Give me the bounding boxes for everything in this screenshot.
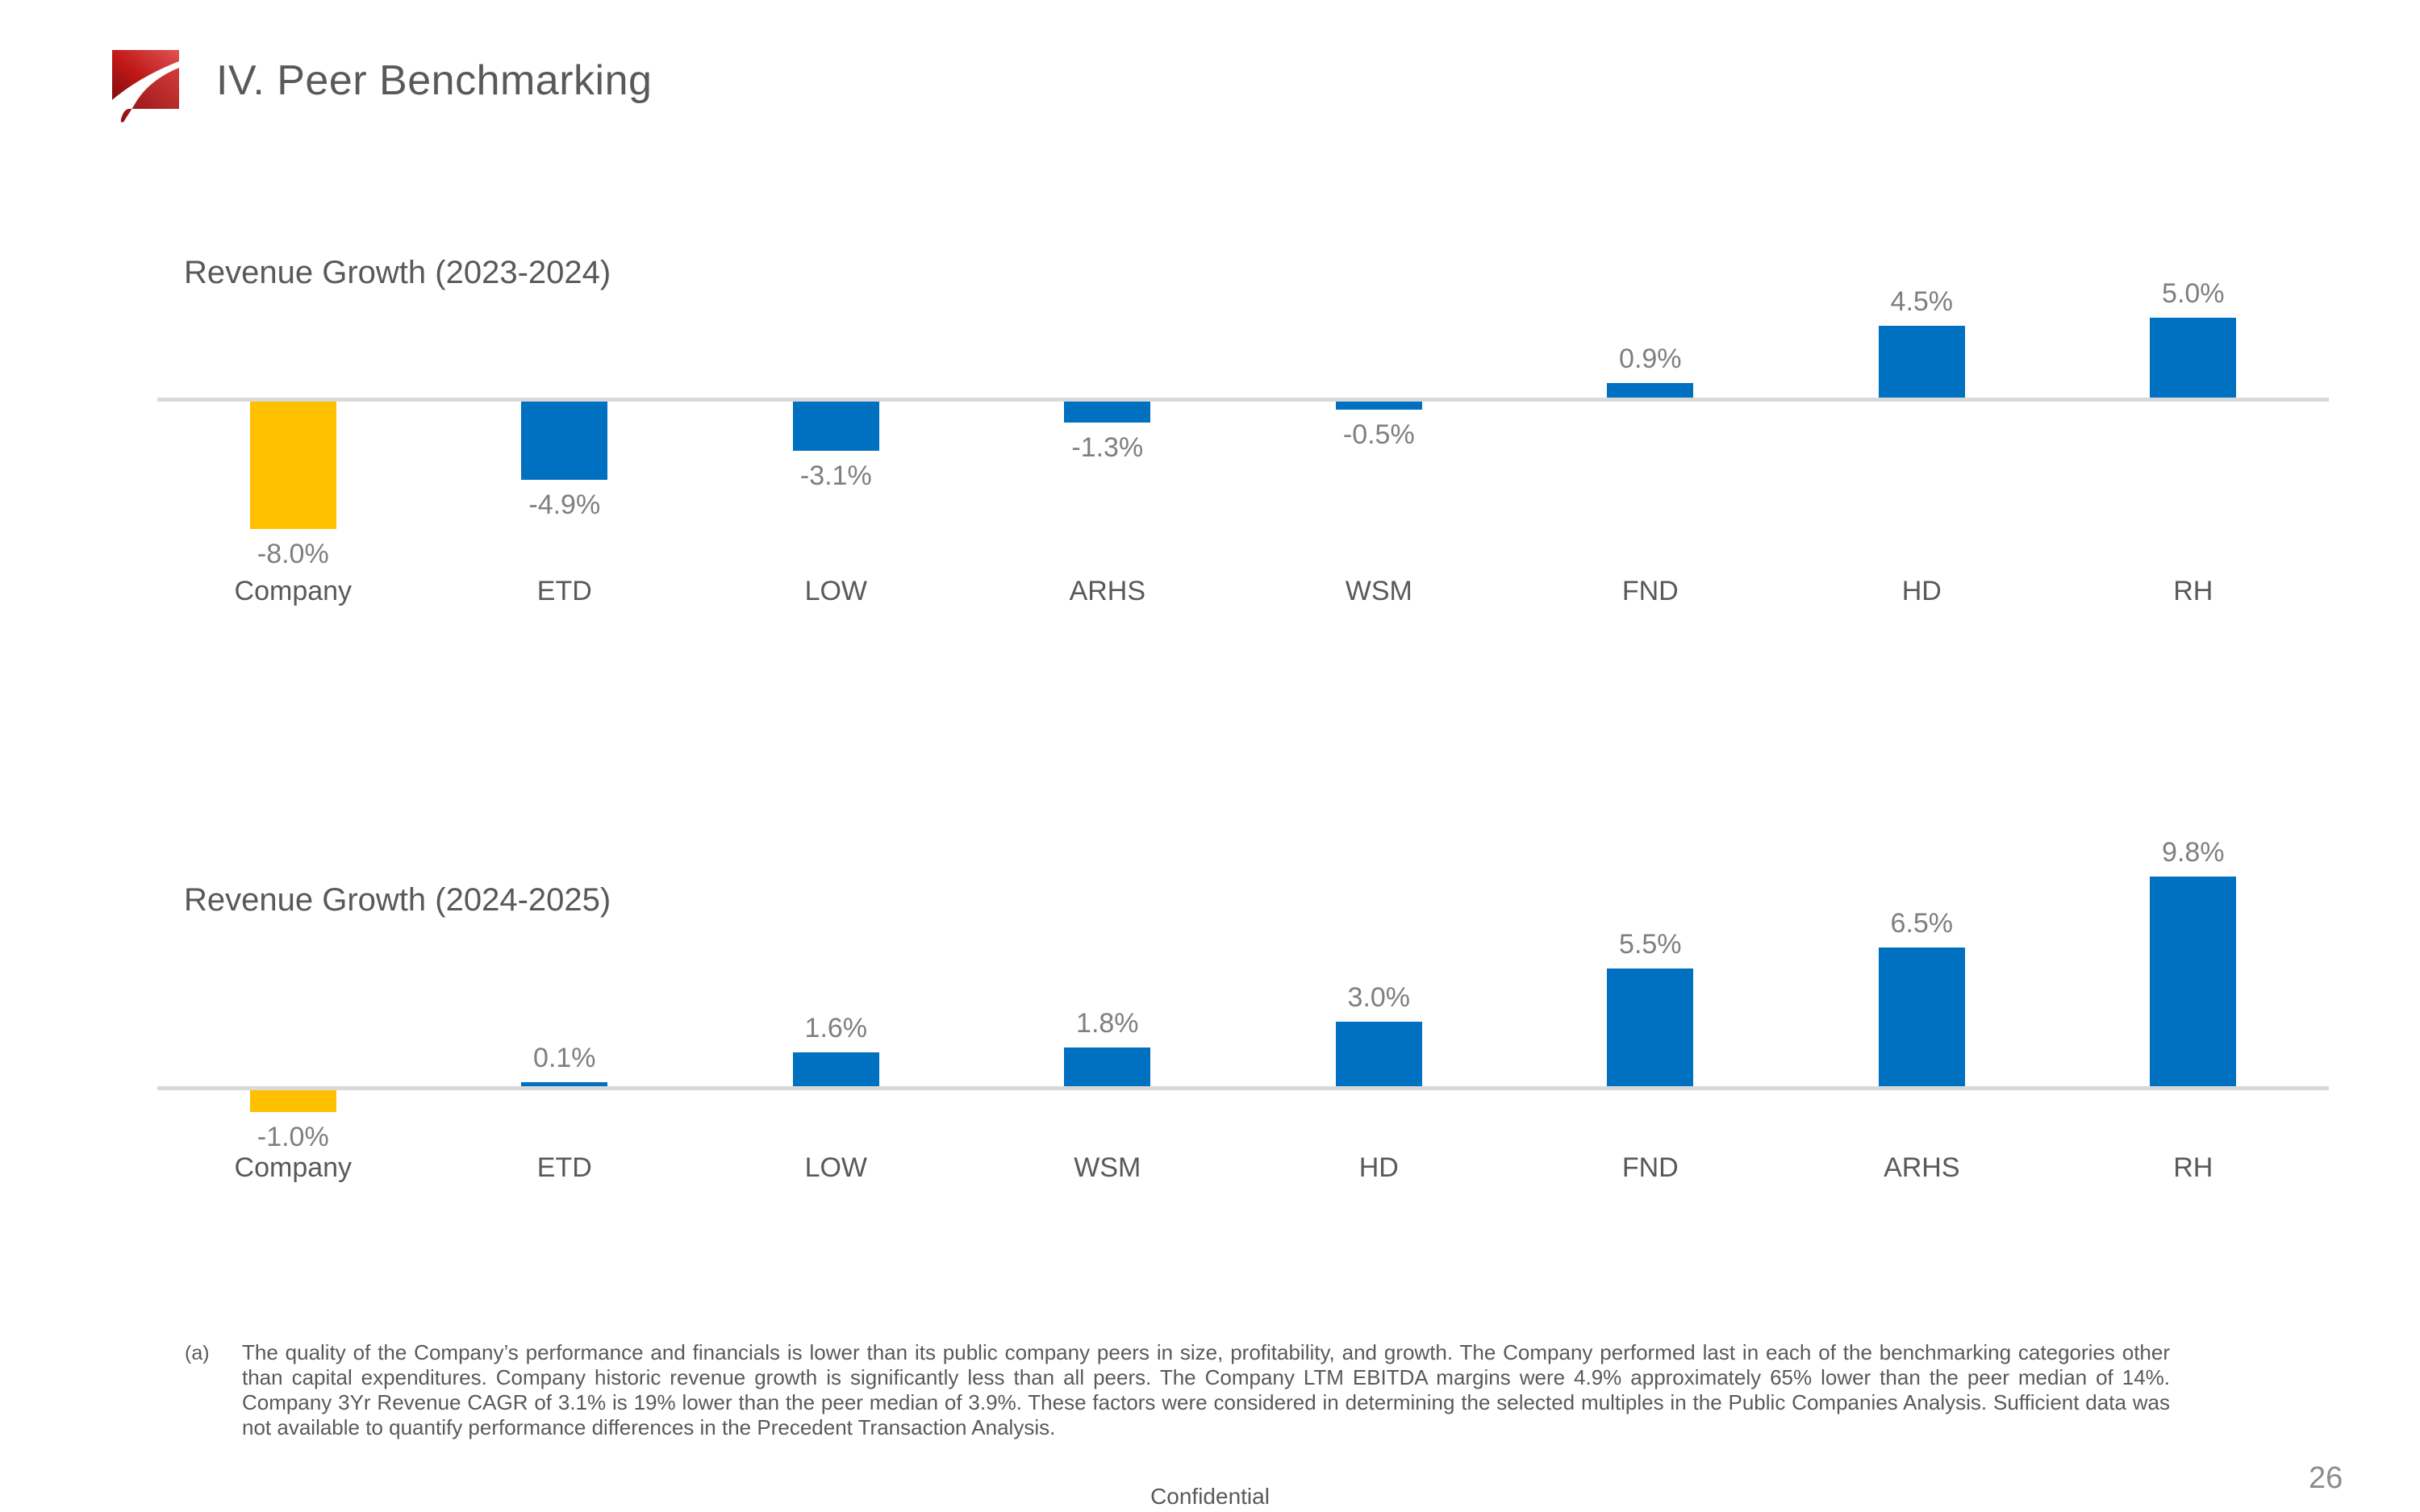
bar-rh	[2150, 318, 2237, 398]
footnote-marker: (a)	[185, 1342, 210, 1364]
bar-value-label-wsm: -0.5%	[1342, 419, 1415, 450]
category-label-rh: RH	[2173, 1152, 2213, 1183]
bar-rh	[2150, 877, 2237, 1086]
category-label-low: LOW	[804, 1152, 868, 1183]
bar-value-label-etd: -4.9%	[528, 489, 601, 520]
page-title: IV. Peer Benchmarking	[216, 57, 653, 104]
category-label-company: Company	[234, 1152, 353, 1183]
category-label-company: Company	[234, 576, 353, 606]
bar-company	[249, 402, 336, 529]
bar-arhs	[1064, 402, 1151, 423]
bar-value-label-low: 1.6%	[804, 1013, 868, 1043]
category-label-rh: RH	[2173, 576, 2213, 606]
bar-arhs	[1878, 948, 1965, 1086]
bar-wsm	[1335, 402, 1422, 410]
bar-value-label-arhs: 6.5%	[1890, 908, 1954, 939]
category-label-hd: HD	[1901, 576, 1942, 606]
bar-value-label-etd: 0.1%	[533, 1043, 596, 1073]
bar-hd	[1878, 326, 1965, 398]
category-label-wsm: WSM	[1345, 576, 1412, 606]
bar-value-label-rh: 9.8%	[2162, 837, 2225, 868]
bar-value-label-company: -1.0%	[257, 1122, 329, 1152]
chart-title: Revenue Growth (2023-2024)	[184, 255, 611, 290]
category-label-arhs: ARHS	[1884, 1152, 1960, 1183]
bar-value-label-arhs: -1.3%	[1071, 432, 1144, 463]
bar-value-label-hd: 4.5%	[1890, 286, 1954, 317]
bar-company	[249, 1090, 336, 1112]
chart-title: Revenue Growth (2024-2025)	[184, 882, 611, 918]
page-number: 26	[2309, 1461, 2343, 1495]
bar-fnd	[1607, 968, 1694, 1086]
bar-wsm	[1064, 1048, 1151, 1086]
bar-value-label-fnd: 0.9%	[1619, 344, 1682, 374]
category-label-etd: ETD	[536, 576, 592, 606]
category-label-arhs: ARHS	[1069, 576, 1146, 606]
bar-value-label-wsm: 1.8%	[1076, 1008, 1139, 1039]
bar-fnd	[1607, 383, 1694, 398]
bar-value-label-rh: 5.0%	[2162, 278, 2225, 309]
x-axis-line	[157, 1086, 2329, 1090]
x-axis-line	[157, 398, 2329, 402]
bar-etd	[521, 1082, 608, 1086]
category-label-wsm: WSM	[1074, 1152, 1141, 1183]
bar-low	[792, 1052, 879, 1086]
bar-etd	[521, 402, 608, 480]
bar-value-label-fnd: 5.5%	[1619, 929, 1682, 960]
footnote-text: The quality of the Company’s performance…	[242, 1340, 2170, 1439]
confidential-label: Confidential	[1150, 1484, 1270, 1509]
category-label-etd: ETD	[536, 1152, 592, 1183]
bar-low	[792, 402, 879, 451]
category-label-low: LOW	[804, 576, 868, 606]
bar-value-label-low: -3.1%	[799, 460, 872, 491]
bar-value-label-company: -8.0%	[257, 539, 329, 569]
category-label-hd: HD	[1358, 1152, 1399, 1183]
company-logo-icon	[112, 50, 179, 123]
bar-value-label-hd: 3.0%	[1347, 982, 1411, 1013]
bar-hd	[1335, 1022, 1422, 1086]
category-label-fnd: FND	[1621, 576, 1679, 606]
category-label-fnd: FND	[1621, 1152, 1679, 1183]
